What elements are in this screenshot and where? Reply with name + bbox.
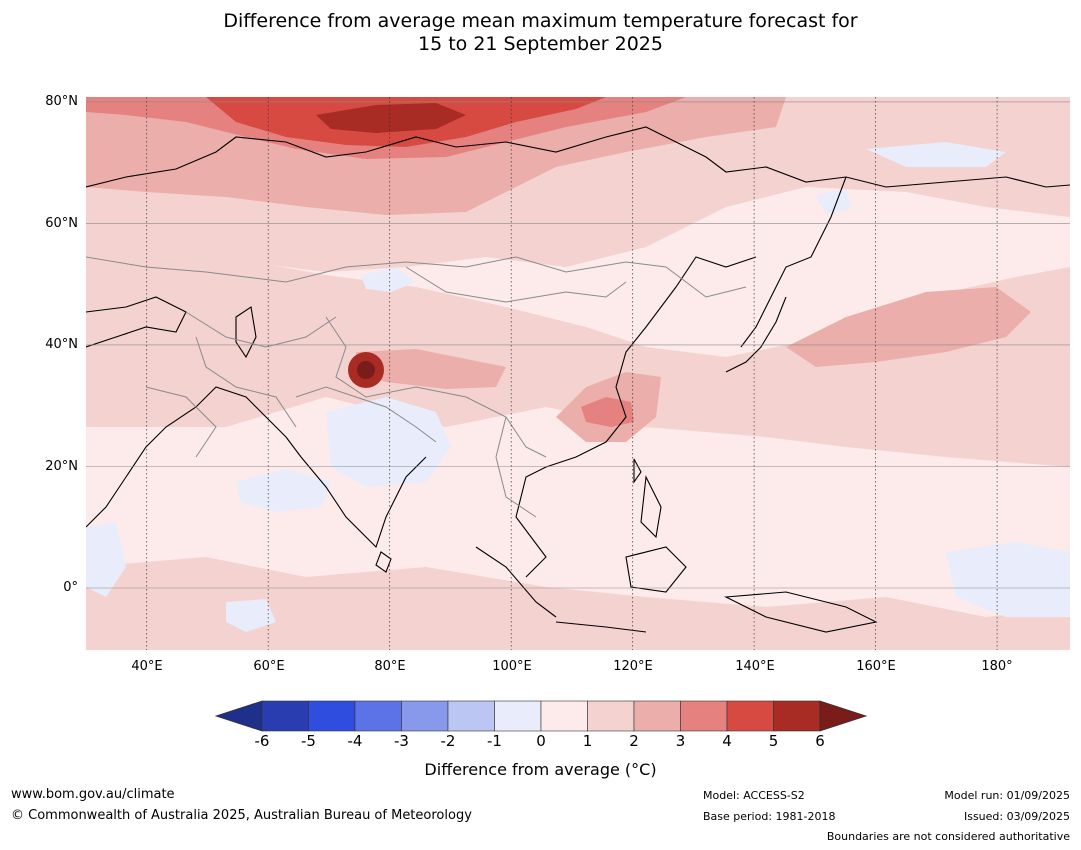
coastline-arctic: [86, 126, 1070, 188]
footer-copyright: © Commonwealth of Australia 2025, Austra…: [11, 808, 472, 823]
colorbar-segment: [401, 700, 449, 732]
country-boundaries: [86, 256, 747, 518]
colorbar-tick-label: 2: [629, 732, 639, 750]
footer-model: Model: ACCESS-S2: [703, 789, 805, 802]
colorbar-tick-label: 6: [815, 732, 825, 750]
anomaly-band-minus-1-0-africa: [86, 522, 126, 597]
colorbar-segment: [633, 700, 681, 732]
colorbar-tick-label: -3: [394, 732, 409, 750]
coastline-caspian: [235, 306, 257, 359]
coastline-east-asia: [515, 256, 757, 578]
colorbar-tick-label: 4: [722, 732, 732, 750]
anomaly-band-minus-1-0-indian-ocean: [226, 599, 276, 632]
colorbar-tick-label: -2: [440, 732, 456, 750]
anomaly-band-minus-1-0-arabian: [236, 469, 331, 512]
footer-disclaimer: Boundaries are not considered authoritat…: [826, 830, 1070, 843]
anomaly-band-minus-1-0-arctic: [866, 142, 1006, 167]
colorbar-segment: [540, 700, 588, 732]
anomaly-band-minus-1-0-mongolia: [361, 267, 416, 292]
lat-label-0: 0°: [63, 580, 78, 595]
anomaly-hotspot-himalaya-core: [357, 361, 375, 379]
anomaly-band-minus-1-0-india: [326, 397, 451, 487]
footer-model-run: Model run: 01/09/2025: [944, 789, 1070, 802]
colorbar-segment: [447, 700, 495, 732]
colorbar-tick-label: -5: [301, 732, 316, 750]
anomaly-band-3-4-china: [581, 397, 634, 427]
boundary-china: [325, 316, 547, 458]
title-line-2: 15 to 21 September 2025: [418, 33, 663, 55]
colorbar-segment: [773, 700, 821, 732]
colorbar-tick-label: -1: [487, 732, 502, 750]
coastline-philippines: [640, 475, 662, 539]
colorbar-segment: [680, 700, 728, 732]
boundary-iran: [195, 336, 297, 428]
boundary-arabia: [145, 386, 217, 458]
lon-label-80e: 80°E: [374, 659, 406, 674]
coastline-bay-of-bengal: [285, 436, 427, 549]
lon-label-180: 180°: [981, 659, 1013, 674]
lat-label-20n: 20°N: [45, 459, 78, 474]
boundary-russia-south: [86, 256, 747, 298]
coastline-taiwan: [633, 458, 642, 484]
coastline-mediterranean: [86, 296, 187, 348]
anomaly-band-1-2-south: [86, 557, 1070, 650]
coastline-borneo: [625, 546, 687, 593]
footer-base-period: Base period: 1981-2018: [703, 810, 836, 823]
colorbar-tick-label: 3: [675, 732, 686, 750]
boundary-mongolia: [405, 266, 627, 303]
anomaly-band-1-2-central: [86, 247, 1070, 467]
colorbar-tick-label: 0: [536, 732, 546, 750]
anomaly-band-5-6-siberia: [316, 103, 466, 133]
footer-issued: Issued: 03/09/2025: [963, 810, 1070, 823]
coastlines: [86, 126, 1070, 633]
anomaly-band-2-3-east: [786, 287, 1031, 367]
lon-label-40e: 40°E: [131, 659, 163, 674]
colorbar-segment: [308, 700, 356, 732]
colorbar-tick-label: 1: [582, 732, 593, 750]
map-title: Difference from average mean maximum tem…: [0, 10, 1081, 56]
colorbar-label: Difference from average (°C): [424, 760, 657, 779]
boundary-india: [295, 386, 437, 443]
lat-label-40n: 40°N: [45, 337, 78, 352]
colorbar-segment: [261, 700, 309, 732]
colorbar-segment: [354, 700, 402, 732]
lon-label-120e: 120°E: [613, 659, 653, 674]
coastline-arabia: [86, 386, 287, 528]
lat-label-60n: 60°N: [45, 216, 78, 231]
meridians: [146, 97, 998, 650]
colorbar-tick-label: 5: [768, 732, 779, 750]
coastline-sumatra: [475, 546, 557, 618]
lon-label-160e: 160°E: [856, 659, 896, 674]
title-line-1: Difference from average mean maximum tem…: [223, 10, 858, 32]
colorbar-segment: [494, 700, 542, 732]
anomaly-band-minus-1-0-north-pacific: [816, 189, 851, 215]
colorbar-extension-low: [214, 700, 263, 732]
colorbar-segment: [726, 700, 774, 732]
colorbar: [214, 700, 868, 732]
colorbar-tick-label: -4: [347, 732, 363, 750]
anomaly-band-minus-1-0-pacific: [946, 542, 1070, 617]
graticule: [86, 101, 1070, 589]
lon-label-140e: 140°E: [735, 659, 775, 674]
lon-label-100e: 100°E: [492, 659, 532, 674]
coastline-japan: [725, 296, 787, 373]
colorbar-segments: [214, 700, 868, 732]
boundary-central-asia: [185, 311, 337, 348]
lon-label-60e: 60°E: [253, 659, 285, 674]
temperature-anomaly-map: [86, 97, 1070, 650]
footer-website[interactable]: www.bom.gov.au/climate: [11, 787, 175, 802]
coastline-kamchatka: [740, 176, 847, 348]
colorbar-tick-label: -6: [254, 732, 270, 750]
lat-label-80n: 80°N: [45, 94, 78, 109]
anomaly-band-2-3-tibet: [356, 349, 506, 389]
coastline-new-guinea: [723, 591, 878, 633]
colorbar-segment: [587, 700, 635, 732]
colorbar-extension-high: [819, 700, 868, 732]
boundary-southeast-asia: [495, 416, 537, 518]
coastline-sri-lanka: [375, 551, 392, 573]
